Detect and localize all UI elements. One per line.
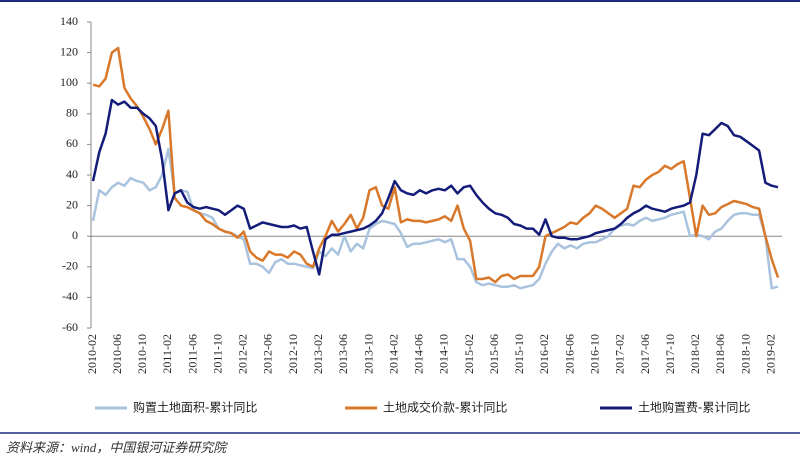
x-tick-label: 2012-02 [236, 334, 250, 374]
x-tick-label: 2011-10 [210, 334, 224, 374]
x-tick-label: 2013-02 [311, 334, 325, 374]
y-tick-label: -40 [62, 289, 78, 303]
x-tick-label: 2019-02 [763, 334, 777, 374]
x-tick-label: 2011-02 [160, 334, 174, 374]
legend-label: 购置土地面积-累计同比 [133, 400, 257, 415]
y-tick-label: 120 [60, 44, 78, 58]
series-line [91, 147, 779, 290]
x-tick-label: 2017-02 [613, 334, 627, 374]
y-tick-label: -20 [62, 259, 78, 273]
x-tick-label: 2018-06 [713, 334, 727, 374]
series-line [92, 46, 780, 284]
legend-label: 土地成交价款-累计同比 [383, 400, 507, 415]
x-tick-label: 2011-06 [185, 334, 199, 374]
x-tick-label: 2015-06 [487, 334, 501, 374]
x-tick-label: 2013-06 [336, 334, 350, 374]
series-line [91, 98, 779, 276]
y-tick-label: -60 [62, 320, 78, 334]
x-tick-label: 2018-02 [688, 334, 702, 374]
x-tick-label: 2013-10 [361, 334, 375, 374]
y-tick-label: 40 [66, 167, 78, 181]
x-tick-label: 2017-06 [638, 334, 652, 374]
x-tick-label: 2018-10 [738, 334, 752, 374]
x-tick-label: 2010-02 [85, 334, 99, 374]
x-tick-label: 2017-10 [663, 334, 677, 374]
x-tick-label: 2010-10 [135, 334, 149, 374]
legend-label: 土地购置费-累计同比 [638, 400, 750, 415]
x-tick-label: 2014-02 [386, 334, 400, 374]
x-tick-label: 2016-02 [537, 334, 551, 374]
y-tick-label: 20 [66, 197, 78, 211]
y-tick-label: 100 [60, 75, 78, 89]
y-tick-label: 80 [66, 106, 78, 120]
x-tick-label: 2015-02 [462, 334, 476, 374]
x-tick-label: 2015-10 [512, 334, 526, 374]
x-tick-label: 2014-06 [412, 334, 426, 374]
x-tick-label: 2016-06 [562, 334, 576, 374]
x-tick-label: 2016-10 [588, 334, 602, 374]
y-tick-label: 140 [60, 14, 78, 28]
x-tick-label: 2014-10 [437, 334, 451, 374]
y-tick-label: 0 [72, 228, 78, 242]
y-tick-label: 60 [66, 136, 78, 150]
x-tick-label: 2012-10 [286, 334, 300, 374]
x-tick-label: 2010-06 [110, 334, 124, 374]
x-tick-label: 2012-06 [261, 334, 275, 374]
source-note: 资料来源：wind，中国银河证券研究院 [6, 440, 228, 455]
